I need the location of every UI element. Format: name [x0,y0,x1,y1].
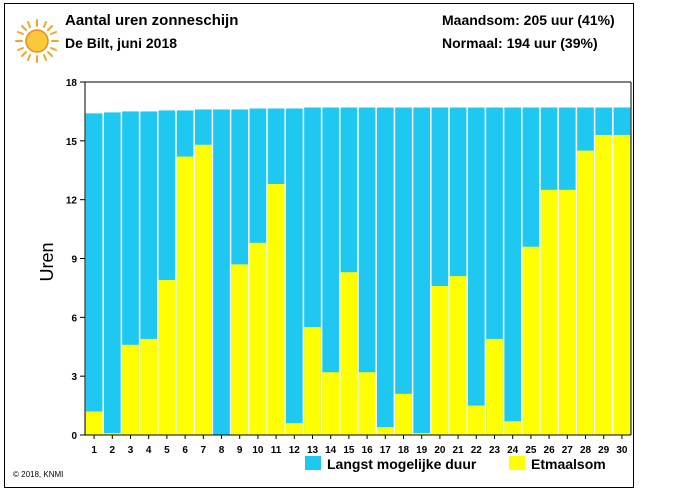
bar-actual-day-26 [540,189,558,435]
x-tick-label: 8 [219,445,225,456]
bar-actual-day-16 [358,372,376,435]
chart-subtitle: De Bilt, juni 2018 [65,35,178,51]
y-tick-label: 12 [66,196,78,207]
bar-actual-day-14 [322,372,340,435]
legend-label-possible: Langst mogelijke duur [327,456,477,472]
bar-possible-day-14 [322,107,340,435]
x-tick-label: 10 [252,445,264,456]
bar-actual-day-5 [158,280,176,435]
x-tick-label: 20 [434,445,446,456]
x-tick-label: 26 [544,445,556,456]
legend: Langst mogelijke duur Etmaalsom [305,456,606,472]
x-tick-label: 14 [325,445,337,456]
x-tick-label: 15 [343,445,355,456]
bar-actual-day-1 [85,411,103,435]
x-tick-label: 11 [271,445,282,456]
x-tick-label: 16 [362,445,374,456]
bar-actual-day-25 [522,246,540,435]
chart-frame: Aantal uren zonneschijn De Bilt, juni 20… [4,3,634,488]
bar-actual-day-19 [413,433,431,435]
legend-swatch-actual [509,456,525,470]
sun-icon [15,19,59,68]
x-tick-label: 5 [164,445,170,456]
bar-actual-day-24 [504,421,522,435]
x-tick-label: 23 [489,445,501,456]
bar-actual-day-29 [595,134,613,435]
x-tick-label: 17 [380,445,392,456]
bar-actual-day-9 [231,264,249,435]
bar-possible-day-18 [395,107,412,435]
bar-actual-day-27 [558,189,576,435]
y-tick-label: 0 [71,431,77,442]
bar-actual-day-23 [486,338,503,435]
bar-possible-day-19 [413,107,431,435]
y-tick-label: 15 [66,137,78,148]
x-tick-label: 3 [128,445,134,456]
bar-actual-day-17 [376,427,394,435]
bar-actual-day-30 [613,134,631,435]
maandsom-stat: Maandsom: 205 uur (41%) [442,12,615,28]
x-tick-label: 22 [471,445,483,456]
bar-actual-day-7 [194,144,212,435]
plot-area [85,81,632,436]
bar-actual-day-12 [285,423,303,435]
bar-actual-day-22 [467,405,485,435]
x-tick-label: 4 [146,445,152,456]
bar-actual-day-15 [340,272,358,435]
bar-actual-day-21 [449,276,467,435]
x-tick-label: 1 [91,445,97,456]
x-tick-label: 24 [507,445,519,456]
bar-possible-day-2 [103,112,121,436]
bar-actual-day-2 [103,433,121,435]
x-tick-label: 12 [289,445,301,456]
x-tick-label: 28 [580,445,592,456]
bar-possible-day-17 [376,107,394,435]
y-axis-label: Uren [37,242,57,281]
y-tick-label: 6 [71,313,77,324]
bar-actual-day-20 [431,285,449,435]
x-tick-label: 13 [307,445,319,456]
y-tick-label: 18 [66,78,78,89]
x-tick-label: 30 [616,445,628,456]
bar-possible-day-16 [358,107,376,435]
y-tick-label: 3 [71,372,77,383]
x-tick-label: 7 [201,445,207,456]
bar-possible-day-22 [467,107,485,435]
bar-possible-day-24 [504,107,522,435]
x-tick-label: 6 [182,445,188,456]
x-tick-label: 19 [416,445,428,456]
legend-swatch-possible [305,456,321,470]
bar-actual-day-6 [176,156,194,435]
bar-possible-day-1 [85,113,103,435]
bar-actual-day-10 [249,242,267,435]
x-tick-label: 9 [237,445,243,456]
bar-actual-day-11 [267,183,285,435]
x-tick-label: 2 [110,445,116,456]
y-axis: 0 3 6 9 12 15 18 [66,78,86,442]
legend-label-actual: Etmaalsom [531,456,606,472]
plot-background [85,82,631,435]
bar-actual-day-3 [122,344,139,435]
bar-possible-day-8 [213,109,230,435]
x-tick-label: 29 [598,445,610,456]
x-tick-label: 18 [398,445,410,456]
x-axis: 1 2 3 4 5 6 7 8 9 10 11 12 13 14 15 16 17 18 19 20 21 22 23 24 2… [85,434,631,456]
x-tick-label: 27 [562,445,574,456]
bar-actual-day-28 [577,150,594,435]
chart-title: Aantal uren zonneschijn [65,12,239,29]
bar-actual-day-18 [395,393,412,435]
y-tick-label: 9 [71,255,77,266]
x-tick-label: 21 [453,445,465,456]
bar-possible-day-12 [285,108,303,435]
bar-actual-day-13 [304,327,321,435]
bar-actual-day-4 [140,338,158,435]
copyright: © 2018, KNMI [13,470,64,479]
normaal-stat: Normaal: 194 uur (39%) [442,35,598,51]
x-tick-label: 25 [525,445,537,456]
